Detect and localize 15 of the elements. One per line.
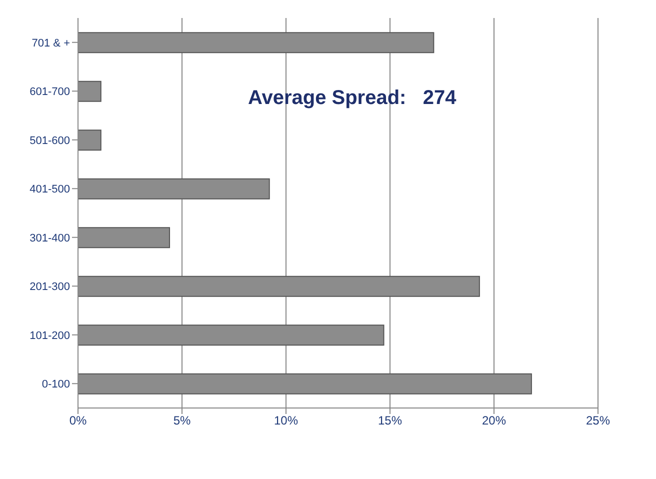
y-tick-label: 301-400	[30, 232, 70, 244]
y-tick-label: 101-200	[30, 330, 70, 342]
y-tick-label: 201-300	[30, 281, 70, 294]
y-tick-label: 701 & +	[32, 37, 70, 50]
y-tick-label: 601-700	[30, 86, 70, 98]
x-tick-label: 20%	[482, 414, 506, 428]
y-tick-label: 401-500	[30, 184, 70, 196]
x-tick-label: 25%	[586, 414, 610, 428]
y-tick-label: 501-600	[30, 134, 70, 147]
x-tick-label: 5%	[173, 414, 191, 428]
x-tick-label: 10%	[274, 414, 298, 428]
x-tick-label: 15%	[378, 414, 402, 428]
annotation: Average Spread: 274	[248, 86, 456, 111]
y-tick-label: 0-100	[42, 378, 70, 391]
x-tick-label: 0%	[69, 414, 87, 428]
